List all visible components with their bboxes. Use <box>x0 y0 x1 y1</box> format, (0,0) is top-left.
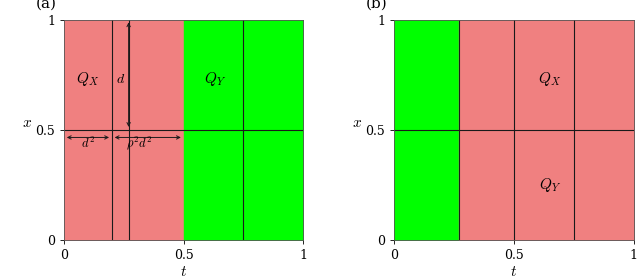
Text: $Q_X$: $Q_X$ <box>76 70 99 88</box>
Text: (b): (b) <box>365 0 387 11</box>
Text: $Q_X$: $Q_X$ <box>538 70 561 88</box>
Y-axis label: $x$: $x$ <box>352 116 362 130</box>
Text: $Q_Y$: $Q_Y$ <box>539 176 561 194</box>
Y-axis label: $x$: $x$ <box>22 116 32 130</box>
Text: $\rho^2 d^2$: $\rho^2 d^2$ <box>126 134 153 152</box>
Text: (a): (a) <box>35 0 56 11</box>
X-axis label: $t$: $t$ <box>510 265 518 279</box>
X-axis label: $t$: $t$ <box>180 265 188 279</box>
Text: $Q_Y$: $Q_Y$ <box>204 70 226 88</box>
Text: $d$: $d$ <box>116 72 125 86</box>
Text: $d^2$: $d^2$ <box>81 135 95 150</box>
